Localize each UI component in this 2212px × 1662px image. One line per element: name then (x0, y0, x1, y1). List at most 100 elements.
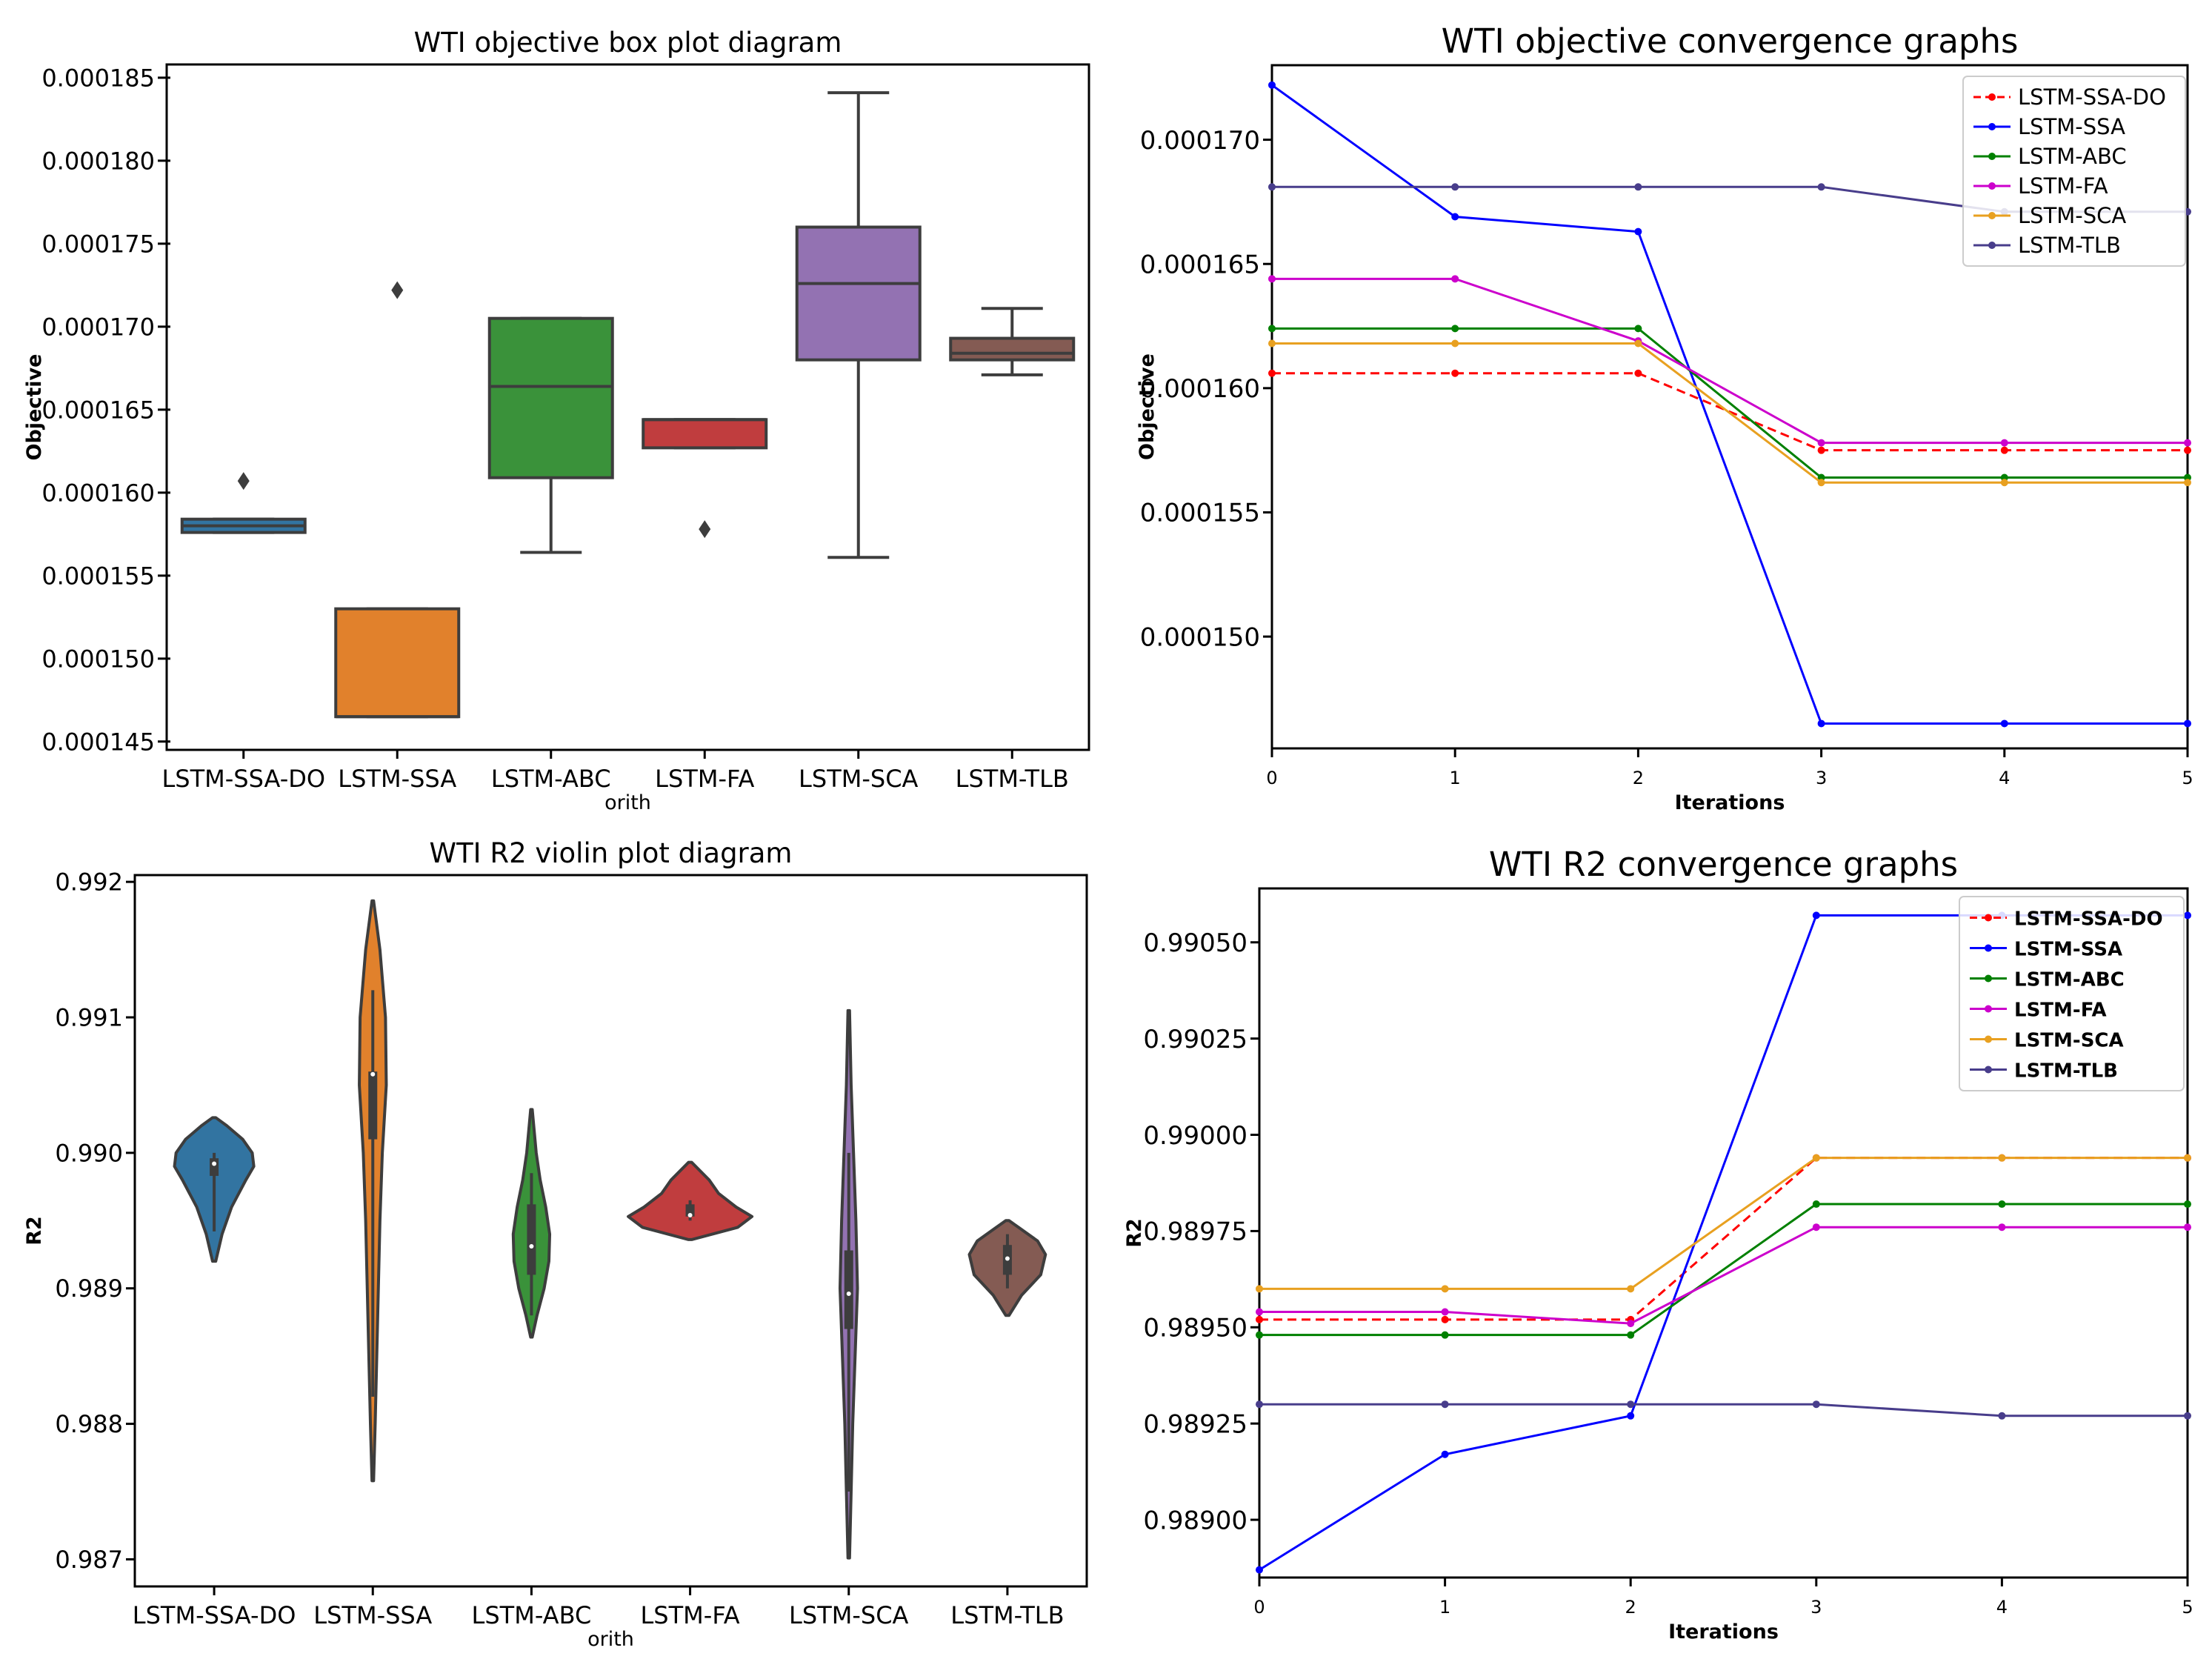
conv2-series-marker (1256, 1315, 1263, 1323)
conv1-xtick-label: 3 (1816, 768, 1827, 788)
conv2-series-line (1259, 1157, 2188, 1321)
conv2-title: WTI R2 convergence graphs (1489, 845, 1958, 884)
conv2-axes-frame (1258, 887, 2189, 1579)
conv2-legend-marker (1985, 944, 1992, 952)
conv2-legend-label: LSTM-TLB (2014, 1060, 2118, 1083)
box-ytick-label: 0.000145 (41, 728, 155, 756)
conv2-series-marker (1998, 1154, 2006, 1162)
conv1-series-marker (1634, 227, 1642, 236)
conv1-series-marker (2184, 446, 2191, 454)
conv1-series-marker (1268, 183, 1276, 191)
violin-ytick-label: 0.990 (55, 1139, 123, 1167)
conv2-xlabel: Iterations (1668, 1621, 1779, 1643)
conv2-ytick-label: 0.98950 (1143, 1314, 1247, 1343)
objective-convergence-panel: WTI objective convergence graphs Objectiv… (1136, 21, 2193, 814)
conv2-series-marker (1441, 1315, 1449, 1323)
conv2-series-marker (1627, 1400, 1635, 1409)
conv2-series-marker (1998, 1200, 2006, 1209)
conv2-series-marker (1256, 1331, 1263, 1339)
conv1-series-marker (2184, 439, 2191, 447)
r2-convergence-panel: WTI R2 convergence graphs R2 0.98900 0.9892… (1123, 845, 2193, 1643)
box-xlabel: orith (604, 791, 651, 814)
conv2-series-marker (1441, 1400, 1449, 1409)
conv2-series-marker (1256, 1566, 1263, 1574)
box-ytick-label: 0.000180 (41, 147, 155, 175)
box-ytick-label: 0.000150 (41, 645, 155, 673)
conv1-legend-label: LSTM-SSA-DO (2018, 84, 2166, 110)
violin-xtick-label: LSTM-SCA (789, 1601, 909, 1629)
conv1-xtick-label: 2 (1633, 768, 1644, 788)
violin-ylabel: R2 (23, 1216, 46, 1246)
conv2-legend-label: LSTM-SCA (2014, 1030, 2124, 1052)
conv1-series-marker (1451, 325, 1459, 333)
conv2-legend-marker (1985, 1035, 1992, 1043)
conv1-series-marker (1634, 325, 1642, 333)
conv2-legend-marker (1985, 974, 1992, 983)
violin-median-dot (687, 1212, 693, 1217)
conv2-series-line (1259, 1226, 2188, 1325)
box-box (334, 607, 461, 719)
conv1-xtick-label: 0 (1266, 768, 1277, 788)
box-xtick-label: LSTM-SSA-DO (161, 765, 325, 793)
violin-xtick-label: LSTM-SSA (313, 1601, 432, 1629)
box-xtick-label: LSTM-TLB (956, 765, 1069, 793)
conv2-series-marker (1627, 1331, 1635, 1339)
conv2-ytick-label: 0.98900 (1143, 1506, 1247, 1535)
conv2-xtick-label: 4 (1996, 1597, 2008, 1618)
conv1-xtick-label: 1 (1450, 768, 1461, 788)
box-title: WTI objective box plot diagram (414, 27, 842, 59)
conv2-series-marker (1812, 1154, 1820, 1162)
conv1-series-marker (1817, 183, 1825, 191)
conv1-series-marker (2000, 439, 2008, 447)
violin-iqr-box (368, 1071, 378, 1140)
conv2-series-marker (1441, 1308, 1449, 1316)
conv1-series-line (1272, 327, 2188, 479)
box-box (795, 225, 922, 362)
conv2-ytick-label: 0.99050 (1143, 928, 1247, 958)
conv2-series-marker (1441, 1450, 1449, 1458)
conv1-series-marker (1817, 719, 1825, 728)
conv2-legend-marker (1985, 1066, 1992, 1074)
violin-ytick-label: 0.988 (55, 1410, 123, 1438)
box-xtick-label: LSTM-ABC (491, 765, 611, 793)
box-ytick-label: 0.000185 (41, 64, 155, 92)
conv1-ytick-label: 0.000160 (1140, 374, 1260, 404)
conv2-legend-box (1959, 896, 2185, 1091)
box-ytick-label: 0.000175 (41, 230, 155, 258)
violin-title: WTI R2 violin plot diagram (430, 837, 793, 869)
conv2-series-marker (1812, 1200, 1820, 1209)
conv2-series-line (1259, 1157, 2188, 1290)
conv1-series-line (1271, 84, 2188, 725)
conv1-series-marker (1817, 479, 1825, 487)
conv2-series-marker (2184, 911, 2191, 920)
conv1-series-marker (1268, 369, 1276, 377)
violin-iqr-box (210, 1158, 219, 1176)
box-xtick-label: LSTM-SSA (338, 765, 456, 793)
conv1-legend-marker (1988, 182, 1996, 190)
conv1-legend-label: LSTM-FA (2018, 173, 2108, 199)
violin-ytick-label: 0.989 (55, 1274, 123, 1303)
box-box (642, 418, 768, 450)
violin-iqr-box (685, 1204, 695, 1217)
conv2-legend-label: LSTM-FA (2014, 1000, 2107, 1022)
violin-plot-panel: WTI R2 violin plot diagram R2 0.987 0.988 0.… (23, 837, 1088, 1651)
box-ylabel: Objective (23, 354, 46, 461)
conv2-legend-label: LSTM-SSA (2014, 939, 2122, 961)
conv1-series-marker (1268, 339, 1276, 348)
conv1-legend-label: LSTM-ABC (2018, 144, 2127, 169)
conv1-axes-frame (1270, 64, 2189, 750)
conv1-legend-marker (1988, 123, 1996, 130)
conv2-series-marker (1256, 1400, 1263, 1409)
conv1-legend-marker (1988, 153, 1996, 160)
violin-ytick-label: 0.991 (55, 1004, 123, 1032)
conv2-series-line (1259, 1403, 2188, 1417)
conv1-ytick-label: 0.000150 (1140, 622, 1260, 652)
conv1-legend-box (1962, 76, 2186, 267)
violin-median-dot (370, 1071, 376, 1077)
conv1-series-marker (1451, 275, 1459, 283)
conv2-series-marker (1998, 1223, 2006, 1231)
box-ytick-label: 0.000155 (41, 562, 155, 590)
conv1-series-marker (1268, 81, 1276, 89)
conv2-series-marker (2184, 1154, 2191, 1162)
